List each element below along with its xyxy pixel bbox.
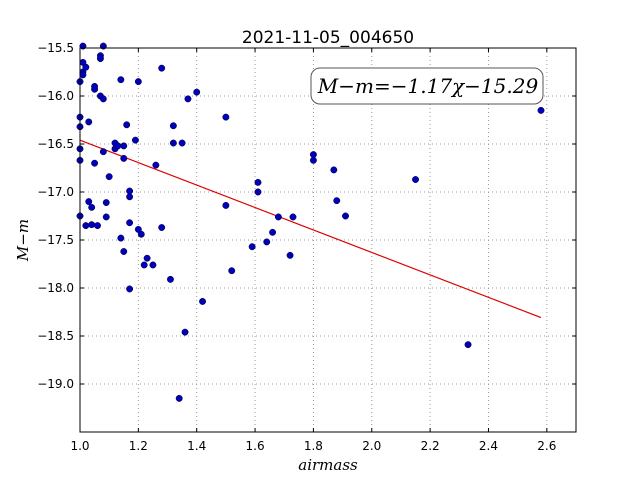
data-point <box>85 118 93 126</box>
data-point <box>105 173 113 181</box>
data-point <box>333 197 341 205</box>
data-point <box>228 267 236 275</box>
data-point <box>102 213 110 221</box>
data-point <box>199 297 206 305</box>
data-point <box>412 176 419 183</box>
data-point <box>254 188 262 196</box>
x-tick-label: 1.4 <box>187 439 206 453</box>
chart-title: 2021-11-05_004650 <box>242 28 414 48</box>
data-point <box>169 139 177 147</box>
y-tick-label: −18.5 <box>37 329 74 343</box>
x-tick-label: 2.0 <box>362 439 381 453</box>
data-point <box>96 55 104 63</box>
y-tick-label: −15.5 <box>37 41 74 55</box>
data-point <box>149 261 157 269</box>
y-tick-label: −16.5 <box>37 137 74 151</box>
data-point <box>269 228 277 236</box>
data-point <box>82 222 90 230</box>
data-point <box>537 106 545 114</box>
data-point <box>184 95 192 103</box>
y-axis-label: M−m <box>14 219 32 262</box>
x-tick-label: 1.8 <box>304 439 323 453</box>
data-points <box>76 42 545 402</box>
data-point <box>289 213 297 221</box>
data-point <box>248 243 256 251</box>
data-point <box>309 156 317 164</box>
grid-lines <box>80 48 576 432</box>
data-point <box>178 139 186 147</box>
data-point <box>286 251 294 259</box>
fit-equation: M−m=−1.17χ−15.29 <box>317 74 539 98</box>
data-point <box>120 142 128 150</box>
data-point <box>464 341 472 349</box>
data-point <box>175 394 183 402</box>
data-point <box>158 224 166 231</box>
y-tick-label: −18.0 <box>37 281 74 295</box>
data-point <box>102 199 110 207</box>
data-point <box>126 219 134 227</box>
data-point <box>309 151 317 159</box>
fit-line-layer <box>79 139 542 319</box>
data-point <box>126 187 134 195</box>
data-point <box>131 136 139 144</box>
data-point <box>99 95 107 103</box>
axis-ticks: 1.0 1.2 1.4 1.6 1.8 2.0 2.2 2.4 2.6 −15.5 −16.0 −16… <box>37 41 576 453</box>
data-point <box>254 178 262 186</box>
data-point <box>120 248 128 255</box>
data-point <box>126 285 134 293</box>
data-point <box>342 212 349 220</box>
data-point <box>126 193 134 201</box>
data-point <box>158 64 166 72</box>
data-point <box>91 85 99 93</box>
data-point <box>140 261 148 269</box>
y-tick-label: −17.5 <box>37 233 74 247</box>
data-point <box>181 328 189 336</box>
data-point <box>330 166 338 174</box>
x-tick-label: 2.6 <box>537 439 556 453</box>
y-tick-label: −17.0 <box>37 185 74 199</box>
data-point <box>88 221 96 229</box>
data-point <box>88 203 96 211</box>
x-tick-label: 1.0 <box>70 439 89 453</box>
x-axis-label: airmass <box>298 456 358 474</box>
data-point <box>137 230 145 238</box>
data-point <box>222 113 230 121</box>
fit-line <box>79 139 542 319</box>
data-point <box>79 71 87 79</box>
x-tick-label: 2.4 <box>479 439 498 453</box>
data-point <box>134 78 142 86</box>
data-point <box>193 88 201 96</box>
data-point <box>166 275 174 283</box>
data-point <box>120 154 128 162</box>
data-point <box>117 76 125 84</box>
data-point <box>169 122 177 130</box>
data-point <box>85 198 93 206</box>
plot-frame <box>79 47 577 433</box>
fit-equation-box: M−m=−1.17χ−15.29 <box>310 67 544 105</box>
data-point <box>143 254 151 262</box>
data-point <box>117 234 125 242</box>
data-point <box>99 148 107 156</box>
y-tick-label: −19.0 <box>37 377 74 391</box>
x-tick-label: 1.6 <box>246 439 265 453</box>
equation-box-border <box>310 67 544 105</box>
data-point <box>114 142 122 150</box>
data-point <box>263 238 271 246</box>
data-point <box>222 201 230 209</box>
data-point <box>152 161 160 169</box>
y-tick-label: −16.0 <box>37 89 74 103</box>
x-tick-label: 2.2 <box>421 439 440 453</box>
data-point <box>123 121 131 129</box>
data-point <box>91 159 99 167</box>
data-point <box>274 213 282 221</box>
data-point <box>82 63 90 71</box>
x-tick-label: 1.2 <box>129 439 148 453</box>
data-point <box>94 222 101 230</box>
